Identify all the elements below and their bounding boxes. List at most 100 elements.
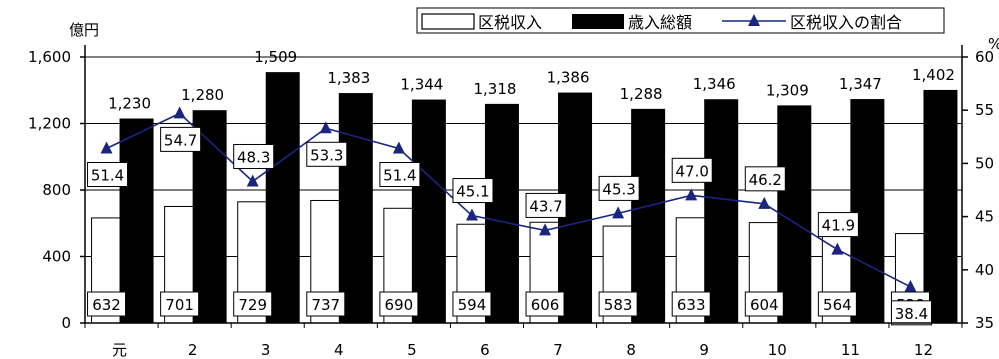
- total-revenue-label: 1,402: [912, 66, 955, 84]
- ratio-label-box: [452, 178, 494, 204]
- total-revenue-label: 1,344: [400, 76, 443, 94]
- tax-revenue-label: 604: [750, 296, 779, 314]
- tax-revenue-label-box: [160, 291, 200, 317]
- ratio-marker: [319, 121, 332, 134]
- ratio-marker: [612, 206, 625, 219]
- total-revenue-label: 1,318: [473, 80, 516, 98]
- tax-revenue-label: 606: [531, 296, 560, 314]
- total-revenue-label: 1,509: [254, 48, 297, 66]
- ratio-label-box: [379, 162, 421, 188]
- x-tick-label: 2: [188, 341, 198, 359]
- total-revenue-bar: [777, 105, 812, 323]
- total-revenue-bar: [923, 89, 958, 323]
- total-revenue-label: 1,309: [766, 81, 809, 99]
- ratio-label: 54.7: [164, 131, 197, 149]
- ratio-label-box: [744, 166, 786, 192]
- total-revenue-bar: [484, 103, 519, 323]
- total-revenue-label: 1,347: [839, 75, 882, 93]
- total-revenue-label: 1,383: [327, 69, 370, 87]
- total-revenue-bar: [631, 108, 666, 324]
- legend-box: [416, 7, 945, 34]
- tax-revenue-label: 701: [165, 296, 194, 314]
- total-revenue-bar: [850, 99, 885, 323]
- ratio-label: 45.3: [602, 180, 635, 198]
- tax-revenue-label: 583: [604, 296, 633, 314]
- x-tick-label: 5: [407, 341, 417, 359]
- legend-label-tax-revenue: 区税収入: [478, 13, 542, 32]
- ratio-label-box: [817, 212, 859, 238]
- total-revenue-label: 1,230: [108, 95, 151, 113]
- ratio-label-box: [671, 157, 713, 183]
- ratio-label-box: [598, 175, 640, 201]
- y2-tick-label: 60: [975, 48, 994, 66]
- y2-tick-label: 40: [975, 261, 994, 279]
- ratio-marker: [465, 208, 478, 221]
- x-tick-label: 元: [112, 341, 127, 359]
- ratio-label-box: [525, 192, 567, 218]
- legend-marker-ratio: [748, 14, 760, 26]
- tax-revenue-label: 729: [238, 296, 267, 314]
- value-labels: 6327017297376905946065836336045645381,23…: [87, 48, 955, 326]
- total-revenue-label: 1,280: [181, 86, 224, 104]
- ratio-label-box: [233, 143, 275, 169]
- ratio-label: 41.9: [822, 217, 855, 235]
- tax-revenue-label: 594: [458, 296, 487, 314]
- tax-revenue-label: 564: [823, 296, 852, 314]
- ratio-marker: [246, 174, 259, 187]
- y-tick-label: 1,200: [28, 115, 71, 133]
- ratio-label-box: [306, 141, 348, 167]
- ratio-label: 47.0: [676, 162, 709, 180]
- x-tick-label: 8: [626, 341, 636, 359]
- legend-swatch-total-revenue: [572, 14, 624, 29]
- tax-revenue-label-box: [744, 291, 784, 317]
- legend: 区税収入 歳入総額 区税収入の割合: [416, 7, 945, 34]
- ratio-marker: [392, 141, 405, 154]
- total-revenue-label: 1,346: [693, 75, 736, 93]
- y2-axis-unit: %: [988, 35, 999, 53]
- ratio-marker: [831, 242, 844, 255]
- y-axis-unit: 億円: [69, 21, 99, 39]
- total-revenue-bar: [338, 93, 373, 323]
- total-revenue-bar: [265, 72, 300, 323]
- plot-frame: [85, 56, 962, 257]
- y-tick-label: 0: [61, 314, 71, 332]
- tax-revenue-label-box: [452, 291, 492, 317]
- y-tick-label: 1,600: [28, 48, 71, 66]
- x-tick-label: 3: [261, 341, 271, 359]
- ratio-label: 46.2: [749, 171, 782, 189]
- total-revenue-label: 1,386: [547, 69, 590, 87]
- ratio-label-box: [890, 300, 932, 326]
- y2-tick-label: 45: [975, 208, 994, 226]
- tax-revenue-label-box: [233, 291, 273, 317]
- x-tick-label: 4: [334, 341, 344, 359]
- ratio-marker: [173, 106, 186, 119]
- ratio-marker: [100, 141, 113, 154]
- total-revenue-bar: [704, 99, 739, 323]
- tax-revenue-label-box: [306, 291, 346, 317]
- x-tick-label: 10: [768, 341, 787, 359]
- y2-tick-label: 55: [975, 101, 994, 119]
- ratio-label: 51.4: [383, 167, 416, 185]
- legend-label-ratio: 区税収入の割合: [790, 13, 902, 32]
- legend-label-total-revenue: 歳入総額: [628, 13, 692, 32]
- tax-revenue-label-box: [379, 291, 419, 317]
- y-tick-label: 800: [42, 181, 71, 199]
- y2-tick-label: 35: [975, 314, 994, 332]
- tax-revenue-label-box: [671, 291, 711, 317]
- ratio-label: 48.3: [237, 148, 270, 166]
- y-tick-label: 400: [42, 248, 71, 266]
- tax-revenue-label-box: [87, 291, 127, 317]
- x-tick-label: 12: [914, 341, 933, 359]
- tax-revenue-label-box: [525, 291, 565, 317]
- total-revenue-bar: [411, 99, 446, 323]
- total-revenue-bar: [119, 118, 154, 323]
- ratio-label: 38.4: [895, 305, 928, 323]
- ratio-label: 51.4: [91, 167, 124, 185]
- tax-revenue-label: 633: [677, 296, 706, 314]
- ratio-line: [100, 106, 917, 292]
- ratio-label-box: [87, 162, 129, 188]
- ratio-line-path: [106, 112, 911, 288]
- x-tick-label: 9: [699, 341, 709, 359]
- total-revenue-label: 1,288: [620, 85, 663, 103]
